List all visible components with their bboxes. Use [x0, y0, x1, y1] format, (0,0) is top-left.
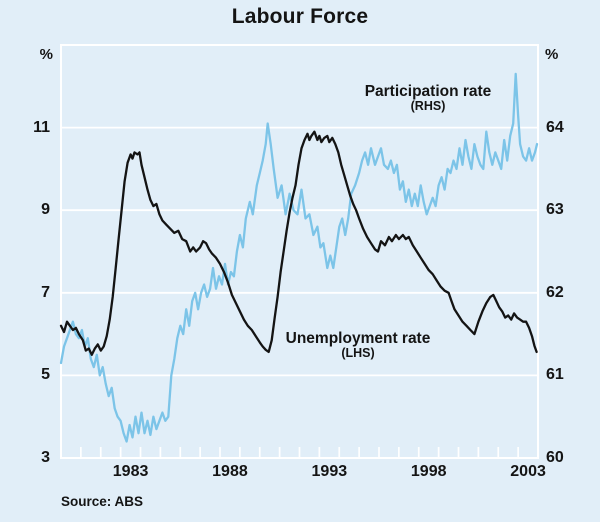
right-axis-tick-label: 60	[546, 449, 564, 466]
left-axis-tick-label: 7	[41, 283, 50, 301]
x-axis-tick-label: 2003	[510, 463, 546, 480]
left-axis-tick-label: 3	[41, 449, 50, 466]
source-note: Source: ABS	[61, 494, 144, 509]
left-axis-tick-label: 5	[41, 366, 50, 384]
chart-title: Labour Force	[231, 5, 369, 28]
participation-line	[59, 72, 539, 443]
right-axis-tick-label: 63	[546, 201, 564, 219]
unemployment-rate-label: Unemployment rate (LHS)	[248, 330, 468, 360]
right-axis-tick-label: 62	[546, 283, 564, 301]
participation-rate-axis-tag: (RHS)	[410, 99, 446, 113]
right-axis-unit: %	[545, 46, 559, 63]
x-axis-tick-label: 1983	[112, 463, 149, 480]
participation-rate-label-text: Participation rate	[364, 83, 492, 100]
x-axis-tick-label: 1988	[212, 463, 248, 480]
right-axis-tick-label: 64	[546, 118, 564, 136]
left-axis-tick-label: 9	[41, 201, 50, 219]
left-axis-tick-label: 11	[33, 118, 50, 136]
participation-rate-label: Participation rate (RHS)	[318, 83, 538, 113]
unemployment-line	[59, 130, 538, 356]
left-axis-unit: %	[39, 46, 53, 63]
plot-border	[60, 44, 539, 459]
x-axis-tick-label: 1993	[311, 463, 348, 480]
unemployment-rate-axis-tag: (LHS)	[341, 346, 375, 360]
right-axis-tick-label: 61	[546, 366, 564, 384]
unemployment-rate-label-text: Unemployment rate	[285, 330, 431, 347]
x-axis-tick-label: 1998	[410, 463, 447, 480]
